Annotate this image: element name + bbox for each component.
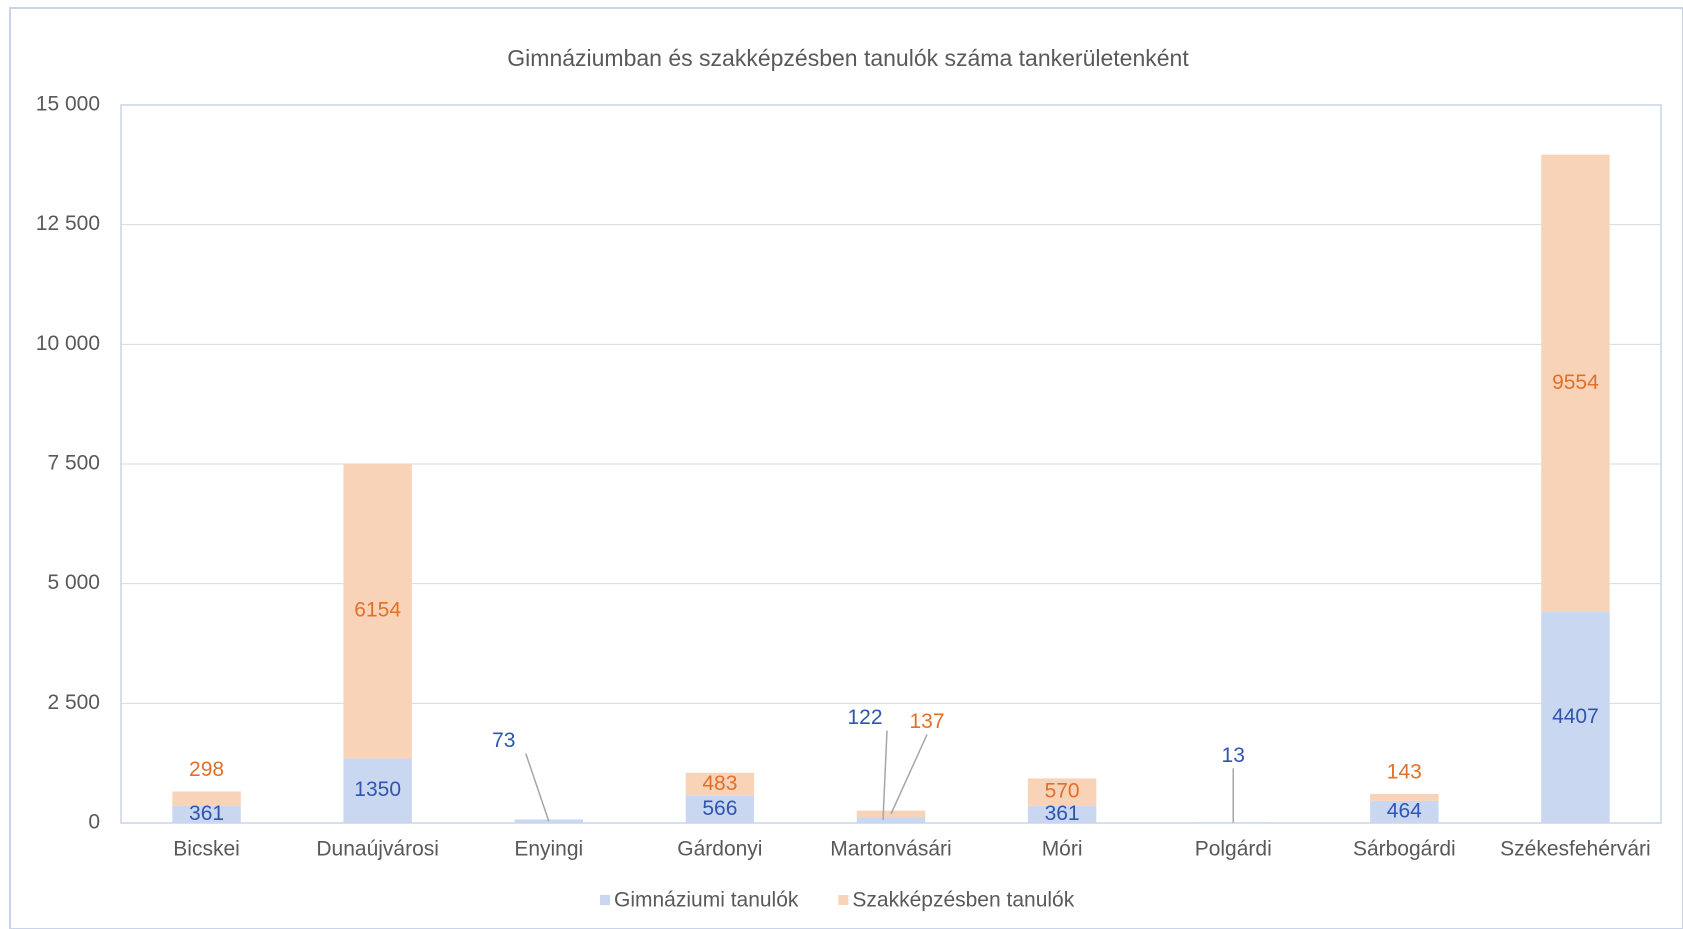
legend-swatch	[600, 895, 610, 905]
y-tick-label: 5 000	[47, 571, 100, 594]
bar-segment	[1541, 154, 1610, 613]
x-tick-label: Martonvásári	[830, 838, 951, 861]
legend-label: Szakképzésben tanulók	[852, 889, 1074, 912]
chart-border	[9, 7, 1683, 929]
bar-segment	[1370, 800, 1439, 823]
y-tick-label: 10 000	[36, 332, 100, 355]
x-tick-label: Móri	[1042, 838, 1083, 861]
value-label: 1350	[354, 778, 401, 801]
bar-segment	[856, 817, 926, 823]
value-label: 6154	[354, 599, 401, 622]
bar-segment	[172, 791, 241, 806]
x-tick-label: Polgárdi	[1195, 838, 1272, 861]
value-label: 570	[1045, 780, 1080, 803]
chart-title: Gimnáziumban és szakképzésben tanulók sz…	[507, 45, 1189, 71]
bar-segment	[685, 772, 755, 796]
bar-segment	[685, 795, 755, 823]
bar-segment	[1541, 612, 1610, 823]
y-tick-label: 7 500	[47, 452, 100, 475]
leader-line	[882, 730, 888, 821]
x-tick-label: Gárdonyi	[677, 838, 762, 861]
bar-segment	[1370, 793, 1439, 801]
value-label: 298	[189, 758, 224, 781]
leader-line	[890, 734, 928, 815]
bar-segment	[172, 805, 241, 823]
value-label: 143	[1387, 760, 1422, 783]
value-label: 137	[909, 710, 944, 733]
value-label: 361	[1045, 802, 1080, 825]
value-label: 566	[702, 797, 737, 820]
value-label: 13	[1222, 744, 1245, 767]
legend-swatch	[838, 895, 849, 905]
y-tick-label: 15 000	[36, 93, 100, 116]
y-tick-label: 0	[88, 811, 100, 834]
bar-segment	[1027, 778, 1097, 806]
value-label: 122	[847, 706, 882, 729]
x-tick-label: Bicskei	[173, 838, 240, 861]
y-tick-label: 12 500	[36, 212, 100, 235]
x-tick-label: Székesfehérvári	[1500, 838, 1651, 861]
bar-segment	[343, 463, 412, 759]
x-tick-label: Dunaújvárosi	[316, 838, 439, 861]
value-label: 4407	[1552, 705, 1599, 728]
value-label: 73	[492, 729, 515, 752]
x-tick-label: Enyingi	[514, 838, 583, 861]
y-tick-label: 2 500	[47, 691, 100, 714]
bar-segment	[1027, 805, 1097, 823]
x-tick-label: Sárbogárdi	[1353, 838, 1456, 861]
legend-label: Gimnáziumi tanulók	[614, 889, 799, 912]
bar-segment	[343, 758, 412, 823]
value-label: 9554	[1552, 371, 1599, 394]
value-label: 464	[1387, 799, 1422, 822]
value-label: 361	[189, 802, 224, 825]
value-label: 483	[702, 772, 737, 795]
leader-line	[525, 753, 550, 822]
